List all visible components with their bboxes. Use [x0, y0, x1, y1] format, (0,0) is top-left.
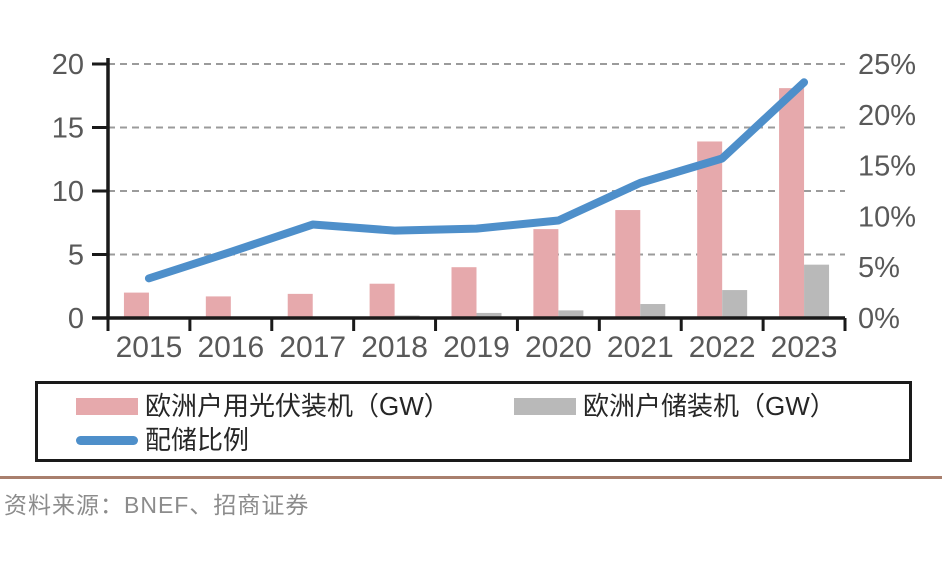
svg-text:2015: 2015 — [116, 331, 183, 364]
legend-item-pv: 欧洲户用光伏装机（GW） — [76, 393, 450, 419]
storage-bar-swatch — [514, 397, 576, 415]
svg-text:2022: 2022 — [689, 331, 756, 364]
pv-bar-swatch — [76, 397, 138, 415]
x-axis-labels: 2015 2016 2017 2018 2019 2020 2021 2022 2023 — [116, 331, 838, 364]
legend-item-ratio: 配储比例 — [76, 427, 249, 453]
pv-bar — [123, 292, 149, 318]
svg-text:10%: 10% — [858, 201, 916, 233]
svg-text:2021: 2021 — [607, 331, 674, 364]
svg-text:0: 0 — [68, 303, 84, 335]
pv-bar — [369, 283, 395, 318]
svg-text:2017: 2017 — [279, 331, 346, 364]
storage-bar — [804, 264, 830, 318]
svg-text:25%: 25% — [858, 49, 916, 81]
source-text: 资料来源：BNEF、招商证券 — [4, 492, 310, 518]
svg-text:10: 10 — [52, 176, 84, 208]
pv-bar — [615, 210, 641, 318]
svg-text:2018: 2018 — [361, 331, 428, 364]
pv-bar — [287, 293, 313, 318]
pv-bar — [205, 296, 231, 318]
ratio-line — [144, 78, 809, 283]
storage-bar — [640, 304, 666, 318]
legend-box: 欧洲户用光伏装机（GW） 欧洲户储装机（GW） 配储比例 — [35, 381, 912, 462]
pv-bar — [533, 229, 559, 318]
svg-text:15: 15 — [52, 113, 84, 145]
svg-text:15%: 15% — [858, 151, 916, 183]
legend-label-ratio: 配储比例 — [145, 425, 250, 455]
left-axis-labels: 0 5 10 15 20 — [52, 49, 84, 335]
svg-text:2020: 2020 — [525, 331, 592, 364]
svg-text:20: 20 — [52, 49, 84, 81]
svg-text:0%: 0% — [858, 303, 900, 335]
ratio-line-swatch — [76, 435, 138, 445]
svg-text:2019: 2019 — [443, 331, 510, 364]
storage-bars — [148, 264, 830, 318]
storage-bar — [722, 290, 748, 318]
storage-bar — [476, 312, 502, 318]
storage-bar — [558, 310, 584, 318]
pv-bar — [697, 141, 723, 318]
pv-bars — [123, 88, 805, 318]
legend-label-storage: 欧洲户储装机（GW） — [583, 391, 836, 421]
svg-text:5: 5 — [68, 240, 84, 272]
pv-bar — [451, 267, 477, 318]
legend-item-storage: 欧洲户储装机（GW） — [514, 393, 836, 419]
footer-divider — [0, 476, 942, 479]
svg-text:20%: 20% — [858, 100, 916, 132]
axes — [92, 58, 847, 331]
right-axis-labels: 0% 5% 10% 15% 20% 25% — [858, 49, 916, 335]
svg-text:5%: 5% — [858, 252, 900, 284]
pv-bar — [779, 88, 805, 318]
legend-label-pv: 欧洲户用光伏装机（GW） — [145, 391, 450, 421]
svg-text:2023: 2023 — [771, 331, 838, 364]
svg-text:2016: 2016 — [197, 331, 264, 364]
chart-plot: 0 5 10 15 20 0% 5% 10% 15% 20% 25% 2015 2016 2017 2018… — [52, 49, 916, 364]
